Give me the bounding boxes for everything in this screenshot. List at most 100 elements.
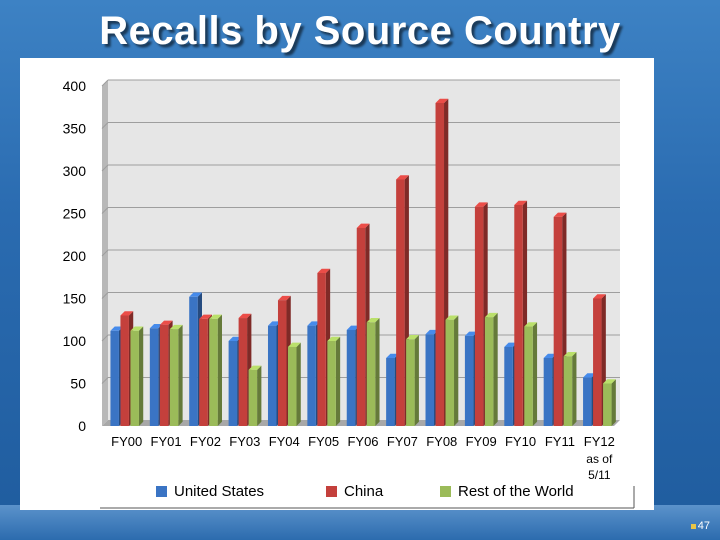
bar [563,356,573,426]
bar [110,330,119,426]
chart-panel: 0 50 100 150 200 250 300 350 400 FY00 FY01 FY02 FY03… [20,58,654,510]
bar-top [504,342,518,347]
bar [366,322,376,426]
bar-top [346,325,360,330]
gridline-side [101,207,109,214]
bar [317,273,326,426]
legend-swatch [326,486,337,497]
bar [248,369,258,426]
bar-top [583,373,596,378]
bar-top [524,322,538,327]
y-tick-label: 0 [78,418,86,434]
bar-top [159,320,173,325]
bar [356,227,366,426]
y-tick-label: 400 [63,78,87,94]
bar [120,315,129,426]
bar-top [484,312,498,318]
gridline-side [101,249,109,257]
slide-title: Recalls by Source Country [99,9,621,53]
gridline-side [101,292,109,299]
bar-side [217,314,222,426]
x-tick-label: FY12 as of 5/11 [584,434,615,482]
bar-side [178,324,183,426]
bar-side [375,318,380,426]
bar-top [445,315,459,320]
page-number: 47 [690,520,710,532]
bar-top [189,292,202,297]
bar [159,324,169,426]
bar-side [296,342,301,426]
gridline-side [101,377,109,384]
bar-top [435,98,449,103]
bar [287,346,297,426]
bar-top [267,321,281,326]
x-tick-label: FY08 [426,434,457,449]
bar [593,298,602,426]
bar-side [532,322,538,426]
bar [228,341,238,426]
bar [199,318,208,426]
bar-top [277,295,291,301]
x-tick-label: FY02 [190,434,221,449]
x-tick-label: FY09 [466,434,497,449]
bar [386,358,395,426]
bar-top [110,326,124,331]
bar-top [593,294,606,299]
bar [406,339,415,426]
bar-top [553,212,567,217]
bar-top [543,353,557,358]
bar-top [603,379,616,384]
bar [307,325,316,426]
bar-top [406,335,419,340]
bar [169,329,179,426]
page-number-label: 47 [697,520,710,532]
x-tick-label: FY05 [308,434,339,449]
y-tick-label: 250 [63,206,87,222]
bar-top [209,314,222,319]
bar [464,335,474,426]
bar-side [572,352,577,426]
bar [583,377,592,426]
bar [543,358,553,426]
bar [327,341,336,426]
bar-top [386,353,399,358]
y-tick-label: 50 [70,376,86,392]
bar [238,318,248,426]
bar-side [454,315,459,426]
x-tick-label: FY04 [269,434,300,449]
bar-side [493,312,498,426]
legend-swatch [440,486,451,497]
y-tick-label: 350 [63,121,87,137]
bar-top [248,365,262,370]
bar-side [335,336,341,426]
slide-footer-band [0,505,720,540]
bar-chart: 0 50 100 150 200 250 300 350 400 FY00 FY01 FY02 FY03… [63,78,635,509]
bar-top [130,326,144,331]
bar-side [257,365,262,426]
x-tick-label: FY01 [151,434,182,449]
x-tick-label: FY07 [387,434,418,449]
bar-side [414,335,419,426]
bar-top [228,336,242,341]
bullet-icon [690,523,696,529]
bar-top [238,313,252,319]
bar-top [474,202,488,207]
bar-top [287,342,301,347]
legend-label: United States [174,483,264,500]
bar [603,383,612,426]
bar [524,326,533,426]
bar [267,325,277,426]
bar [396,179,405,426]
gridline-side [101,122,109,129]
x-tick-label: FY00 [111,434,142,449]
bar-top [396,175,409,180]
bar [514,205,523,426]
bar-top [169,324,183,330]
bar [425,334,435,426]
x-tick-label: FY10 [505,434,536,449]
x-tick-label: FY11 [545,434,575,449]
y-tick-label: 150 [63,291,87,307]
y-tick-label: 100 [63,333,87,349]
x-tick-label: FY03 [229,434,260,449]
gridline-side [101,79,109,87]
